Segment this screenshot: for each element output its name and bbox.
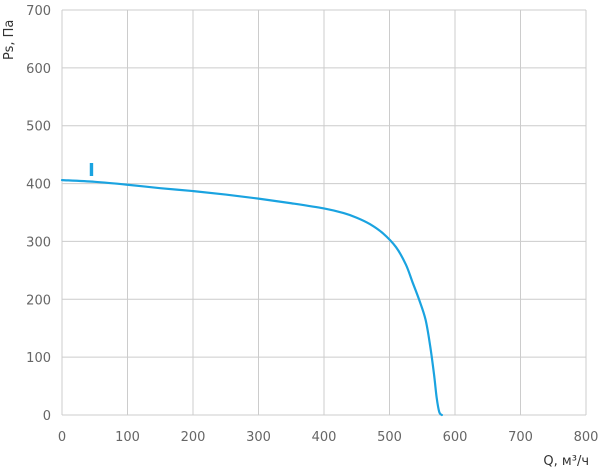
y-tick-label: 200 <box>26 293 51 308</box>
series-line-I <box>60 179 443 417</box>
y-tick-label: 100 <box>26 351 51 366</box>
x-tick-label: 200 <box>181 430 206 445</box>
y-tick-label: 300 <box>26 235 51 250</box>
y-tick-label: 500 <box>26 120 51 135</box>
x-tick-label: 600 <box>443 430 468 445</box>
y-tick-label: 600 <box>26 62 51 77</box>
y-tick-labels: 0 100 200 300 400 500 600 700 <box>26 4 51 424</box>
x-tick-label: 100 <box>115 430 140 445</box>
x-tick-label: 500 <box>377 430 402 445</box>
x-axis-title: Q, м³/ч <box>543 454 589 469</box>
x-tick-labels: 0 100 200 300 400 500 600 700 800 <box>58 430 599 445</box>
x-tick-label: 0 <box>58 430 66 445</box>
x-tick-label: 300 <box>246 430 271 445</box>
x-tick-label: 400 <box>312 430 337 445</box>
y-tick-label: 700 <box>26 4 51 19</box>
y-tick-label: 0 <box>43 409 51 424</box>
x-tick-label: 800 <box>574 430 599 445</box>
series-label-I: I <box>88 160 95 181</box>
y-axis-title: Ps, Па <box>2 20 17 60</box>
grid <box>61 9 587 416</box>
y-tick-label: 400 <box>26 178 51 193</box>
x-tick-label: 700 <box>508 430 533 445</box>
